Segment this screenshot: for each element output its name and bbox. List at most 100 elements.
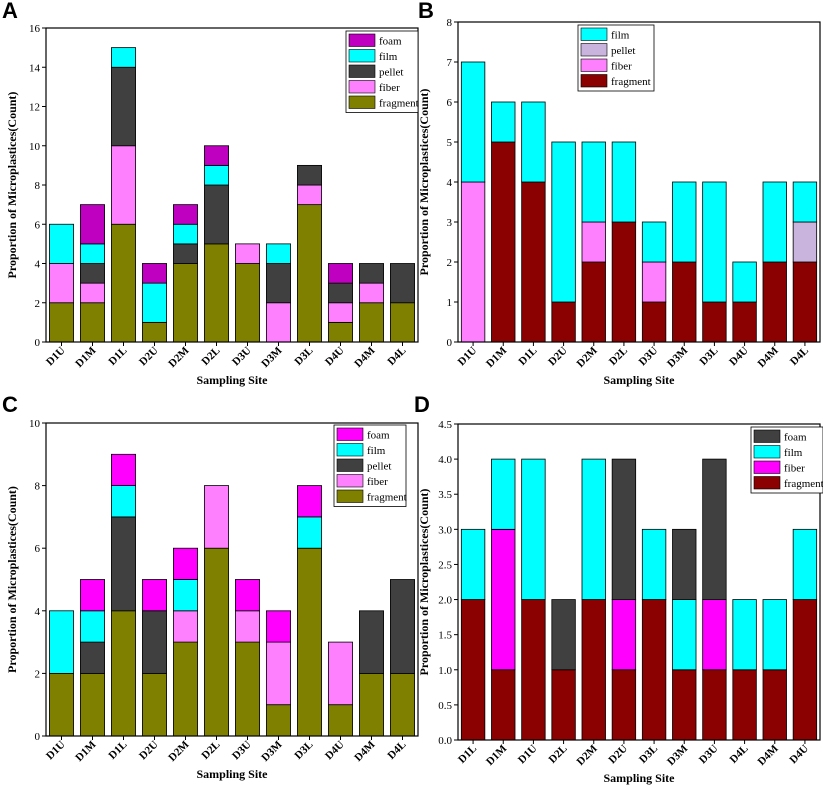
bar-D4L-film	[792, 181, 818, 223]
x-tick-label: D4U	[323, 345, 347, 369]
bar-D4L-pellet	[390, 263, 415, 304]
y-tick-label: 0	[35, 337, 41, 349]
bar-D3M-fragment	[672, 261, 697, 343]
bar-D2U-pellet	[142, 610, 167, 674]
bar-D2M-film	[173, 223, 198, 245]
bar-D4U-fiber	[328, 302, 353, 323]
legend: foam film pellet fiber fragment	[333, 424, 407, 507]
panel-letter: D	[414, 392, 430, 417]
x-tick-label: D2M	[166, 344, 192, 370]
bar-D1U-fiber	[460, 181, 486, 343]
x-tick-label: D2U	[137, 739, 161, 763]
x-tick-label: D4U	[323, 739, 347, 763]
y-tick-label: 7	[447, 57, 453, 69]
x-tick-label: D1M	[73, 344, 99, 370]
x-tick-label: D4M	[352, 738, 378, 764]
y-axis-title: Proportion of Microplastices(Count)	[5, 92, 19, 279]
panel-D: D 0.0 0.5 1.0 1.5 2.0 2.5 3.0 3.5 4.0 4.5 D1L D1M D1U…	[414, 392, 823, 785]
bar-D2L-fragment	[551, 669, 576, 741]
x-tick-label: D2U	[606, 743, 630, 767]
x-tick-label: D1M	[484, 344, 510, 370]
legend-swatch-film	[580, 27, 608, 41]
bar-D1M-film	[80, 243, 105, 264]
legend-swatch-foam	[348, 33, 376, 47]
bar-D4L-pellet	[792, 221, 818, 263]
bar-D3U-fragment	[641, 301, 667, 343]
legend-label-film: film	[784, 447, 803, 459]
bar-D3U-fiber	[641, 261, 667, 303]
y-tick-label: 1	[447, 297, 453, 309]
bar-D1L-pellet	[111, 66, 136, 147]
x-tick-label: D1L	[456, 743, 479, 766]
bar-D4M-film	[762, 599, 787, 671]
x-tick-label: D4L	[385, 345, 408, 368]
y-tick-label: 2	[35, 668, 41, 680]
y-tick-label: 12	[29, 102, 40, 114]
x-tick-label: D4U	[787, 743, 811, 767]
y-tick-label: 16	[29, 23, 41, 35]
bar-D2U-fragment	[611, 669, 637, 741]
bar-D1U-film	[49, 610, 74, 674]
bar-D2M-film	[581, 141, 606, 223]
bar-D3L-film	[702, 181, 727, 303]
bar-D3M-film	[672, 599, 697, 671]
panel-B: B 0 1 2 3 4 5 6 7 8 D1U D1M D1L D2U D2M D2L D3U D3M D3L D4U…	[417, 0, 821, 387]
panel-A: A 0 2 4 6 8 10 12 14 16 D1U D1M D1L D2U D2M D2L D3U D3M D3…	[2, 0, 419, 387]
legend-swatch-film	[348, 49, 376, 63]
x-tick-label: D2L	[547, 743, 570, 766]
panel-letter: A	[2, 0, 18, 23]
bar-D2L-foam	[551, 599, 576, 671]
bar-D4M-pellet	[359, 263, 384, 284]
bar-D1L-fragment	[111, 610, 136, 737]
x-tick-label: D2U	[546, 345, 570, 369]
y-axis-title: Proportion of Microplastices(Count)	[417, 489, 431, 676]
plot-frame	[457, 423, 821, 741]
bar-D1M-fiber	[80, 282, 105, 304]
bar-D1U-fragment	[49, 673, 74, 737]
bar-D2L-fiber	[204, 485, 229, 549]
y-tick-label: 5	[447, 137, 453, 149]
y-tick-label: 4.5	[438, 419, 452, 431]
bar-D2M-foam	[173, 204, 198, 225]
legend-label-fiber: fiber	[611, 61, 632, 73]
legend-swatch-foam	[753, 429, 781, 443]
x-tick-label: D1U	[44, 345, 68, 369]
x-tick-label: D4M	[352, 344, 378, 370]
bar-D1U-film	[49, 223, 74, 264]
bar-D4L-film	[732, 599, 757, 671]
bar-D4U-fragment	[732, 301, 757, 343]
x-axis-title: Sampling Site	[603, 771, 675, 785]
bar-D1M-foam	[80, 204, 105, 245]
x-tick-label: D3M	[665, 742, 691, 768]
legend-label-fragment: fragment	[379, 98, 419, 110]
bar-D1M-fragment	[491, 141, 516, 343]
legend: foam film fiber fragment	[750, 426, 823, 494]
y-tick-label: 4.0	[438, 454, 452, 466]
x-tick-label: D4U	[727, 345, 751, 369]
y-tick-label: 6	[35, 219, 41, 231]
bar-D2M-fragment	[581, 261, 606, 343]
bar-D2U-fragment	[142, 673, 167, 737]
bar-D3M-fragment	[672, 669, 697, 741]
y-tick-label: 2	[35, 298, 41, 310]
x-tick-label: D2M	[166, 738, 192, 764]
x-tick-label: D3M	[665, 344, 691, 370]
bar-D1M-fragment	[80, 302, 105, 343]
bar-D1M-pellet	[80, 263, 105, 284]
x-tick-label: D3M	[259, 344, 285, 370]
legend-swatch-pellet	[580, 43, 608, 57]
bar-D3M-foam	[266, 610, 291, 643]
bar-D3U-fragment	[235, 641, 260, 737]
bar-D2U-foam	[142, 579, 167, 612]
y-tick-label: 4	[447, 177, 453, 189]
bar-D2U-foam	[142, 263, 167, 284]
bar-D1U-film	[460, 61, 486, 183]
bar-D3M-film	[266, 243, 291, 264]
bar-D4M-fragment	[359, 302, 384, 343]
bar-D4M-fragment	[762, 669, 787, 741]
x-tick-label: D1U	[456, 345, 480, 369]
y-tick-label: 0.0	[438, 735, 452, 747]
legend-label-fragment: fragment	[611, 76, 651, 88]
bar-D2L-film	[611, 141, 637, 223]
